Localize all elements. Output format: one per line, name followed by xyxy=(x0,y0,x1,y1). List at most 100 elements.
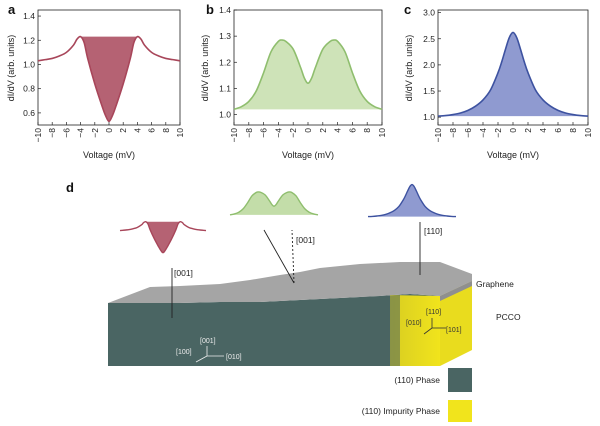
panel-d: d [001] [001] xyxy=(66,180,521,422)
x-tick-label-b: 6 xyxy=(347,128,357,133)
legend-label-impurity: (110) Impurity Phase xyxy=(362,406,441,416)
y-ticks-c: 1.0 1.5 2.0 2.5 3.0 xyxy=(423,8,441,122)
plot-area-b xyxy=(233,39,383,111)
x-axis-label-c: Voltage (mV) xyxy=(487,150,539,160)
legend: (110) Phase (110) Impurity Phase xyxy=(362,368,472,422)
x-axis-label-a: Voltage (mV) xyxy=(83,150,135,160)
x-tick-label-c: 0 xyxy=(508,128,518,133)
mini-spectrum-mid xyxy=(229,191,319,216)
x-tick-label-b: 10 xyxy=(377,128,387,138)
x-tick-label-a: 2 xyxy=(118,128,128,133)
impurity-side-face xyxy=(440,281,472,366)
panel-letter-a: a xyxy=(8,2,16,17)
axis-label-001: [001] xyxy=(200,338,216,345)
plot-area-a xyxy=(37,35,181,123)
x-ticks-a: −10 −8 −6 −4 −2 0 2 4 6 8 10 xyxy=(33,122,185,142)
y-tick-label-a: 1.4 xyxy=(23,11,35,21)
probe-line-mid-dashed xyxy=(291,229,295,284)
graphene-label: Graphene xyxy=(476,279,514,289)
y-tick-label-b: 1.4 xyxy=(219,5,231,15)
mini-line-2 xyxy=(367,183,457,218)
y-tick-label-b: 1.1 xyxy=(219,83,231,93)
y-tick-label-c: 1.0 xyxy=(423,112,435,122)
panel-a: a −10 −8 −6 −4 −2 0 2 4 6 8 10 0.6 0.8 1.0 1.2 1.4 Vol… xyxy=(6,2,185,160)
direction-label-mid: [001] xyxy=(296,235,315,245)
panel-letter-d: d xyxy=(66,180,74,195)
x-tick-label-c: −2 xyxy=(493,128,503,138)
x-tick-label-b: 2 xyxy=(318,128,328,133)
legend-label-phase: (110) Phase xyxy=(394,375,440,385)
y-axis-label-a: dI/dV (arb. units) xyxy=(6,35,16,102)
y-tick-label-b: 1.3 xyxy=(219,31,231,41)
x-tick-label-c: 10 xyxy=(583,128,593,138)
y-tick-label-c: 2.0 xyxy=(423,60,435,70)
x-tick-label-b: 4 xyxy=(333,128,343,133)
x-tick-label-b: −10 xyxy=(229,128,239,143)
impurity-front-face xyxy=(390,295,440,366)
x-tick-label-a: 10 xyxy=(175,128,185,138)
x-tick-label-b: −4 xyxy=(273,128,283,138)
panel-c: c −10 −8 −6 −4 −2 0 2 4 6 8 10 1.0 1.5 2.0 2.5 3.0 Vol… xyxy=(404,2,593,160)
axis-label-010-impurity: [010] xyxy=(406,320,422,327)
mini-area-1 xyxy=(230,191,318,215)
x-tick-label-c: 4 xyxy=(538,128,548,133)
direction-label-right: [110] xyxy=(424,226,442,236)
x-tick-label-a: −10 xyxy=(33,128,43,143)
axis-label-100: [100] xyxy=(176,349,192,356)
axis-label-010: [010] xyxy=(226,354,242,361)
panel-b: b −10 −8 −6 −4 −2 0 2 4 6 8 10 1.0 1.1 1.2 1.3 1.4 Vol… xyxy=(200,2,387,160)
mini-area-2 xyxy=(368,184,456,217)
y-tick-label-a: 0.6 xyxy=(23,108,35,118)
series-line-c xyxy=(437,31,589,117)
mini-line-1 xyxy=(229,191,319,216)
area-fill-c xyxy=(438,32,588,117)
y-tick-label-a: 1.2 xyxy=(23,35,35,45)
y-tick-label-a: 0.8 xyxy=(23,84,35,94)
crystal-axes-impurity: [110] [010] [101] xyxy=(406,309,462,335)
x-axis-label-b: Voltage (mV) xyxy=(282,150,334,160)
x-tick-label-a: 6 xyxy=(147,128,157,133)
pcco-front-face xyxy=(108,294,440,366)
x-tick-label-c: −8 xyxy=(448,128,458,138)
legend-swatch-impurity xyxy=(448,400,472,422)
y-tick-label-c: 1.5 xyxy=(423,86,435,96)
x-tick-label-b: −8 xyxy=(244,128,254,138)
x-tick-label-a: −4 xyxy=(76,128,86,138)
legend-swatch-phase xyxy=(448,368,472,392)
x-ticks-b: −10 −8 −6 −4 −2 0 2 4 6 8 10 xyxy=(229,122,387,142)
x-tick-label-c: 2 xyxy=(523,128,533,133)
x-tick-label-b: 8 xyxy=(362,128,372,133)
y-tick-label-a: 1.0 xyxy=(23,59,35,69)
y-tick-label-c: 2.5 xyxy=(423,34,435,44)
y-ticks-b: 1.0 1.1 1.2 1.3 1.4 xyxy=(219,5,237,120)
pcco-label: PCCO xyxy=(496,312,521,322)
area-fill-a xyxy=(80,36,138,122)
crystal-axes-phase: [001] [100] [010] xyxy=(176,338,242,363)
x-tick-label-c: −4 xyxy=(478,128,488,138)
mini-area-0 xyxy=(145,221,181,253)
panel-letter-b: b xyxy=(206,2,214,17)
x-tick-label-a: 0 xyxy=(104,128,114,133)
phase-blend xyxy=(360,295,400,366)
x-tick-label-b: −2 xyxy=(288,128,298,138)
y-tick-label-c: 3.0 xyxy=(423,8,435,18)
x-tick-label-b: −6 xyxy=(259,128,269,138)
y-ticks-a: 0.6 0.8 1.0 1.2 1.4 xyxy=(23,11,41,118)
x-tick-label-c: −10 xyxy=(433,128,443,143)
plot-area-c xyxy=(437,31,589,117)
panel-letter-c: c xyxy=(404,2,411,17)
mini-spectrum-right xyxy=(367,183,457,218)
x-tick-label-c: 8 xyxy=(568,128,578,133)
graphene-edge xyxy=(440,281,472,301)
x-tick-label-c: 6 xyxy=(553,128,563,133)
mini-line-0 xyxy=(119,220,207,254)
x-tick-label-c: −6 xyxy=(463,128,473,138)
graphene-surface xyxy=(108,262,472,303)
x-tick-label-a: −8 xyxy=(47,128,57,138)
y-tick-label-b: 1.2 xyxy=(219,57,231,67)
x-tick-label-a: −2 xyxy=(90,128,100,138)
y-axis-label-b: dI/dV (arb. units) xyxy=(200,35,210,102)
mini-spectrum-left xyxy=(119,220,207,254)
probe-line-mid xyxy=(263,229,295,284)
